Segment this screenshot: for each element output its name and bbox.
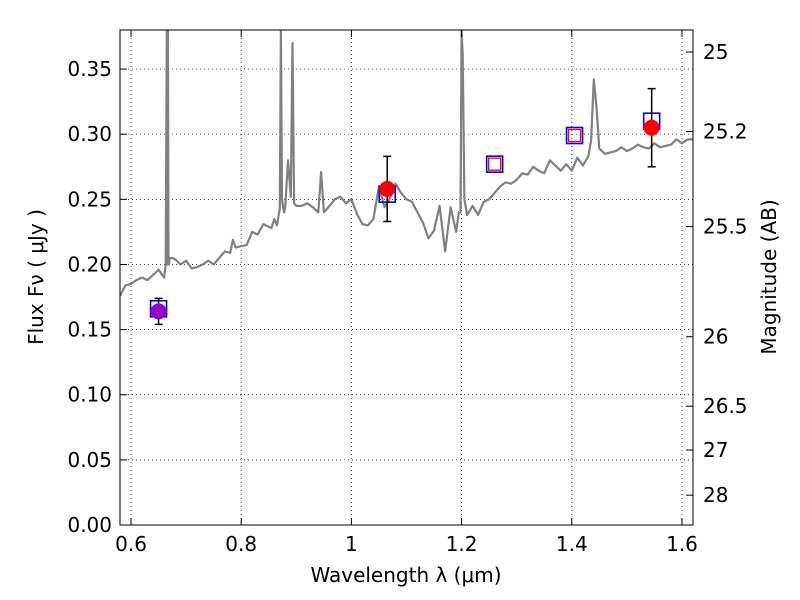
x-tick-label: 0.6 (115, 532, 147, 556)
observed-point (150, 303, 167, 320)
y-axis-label: Flux Fν ( μJy ) (24, 209, 48, 345)
right-tick-label: 26 (703, 325, 728, 349)
right-tick-label: 25.2 (703, 120, 748, 144)
marker-layer (149, 87, 661, 326)
observed-point (379, 180, 396, 197)
model-square-marker (565, 126, 584, 145)
right-tick-label: 27 (703, 438, 728, 462)
grid (120, 30, 693, 525)
plot-frame (119, 29, 694, 526)
spectrum-line (120, 30, 693, 297)
observed-point (567, 128, 582, 143)
y-tick-label: 0.05 (67, 448, 112, 472)
right-tick-label: 26.5 (703, 394, 748, 418)
y-tick-label: 0.30 (67, 122, 112, 146)
ticks: 0.6 0.8 1 1.2 1.4 1.6 0.00 0.05 0.10 0.15 0.20 0.25… (67, 30, 748, 556)
right-tick-label: 25 (703, 40, 728, 64)
x-tick-label: 1 (345, 532, 358, 556)
model-square-marker (485, 155, 504, 173)
x-tick-label: 1.2 (446, 532, 478, 556)
y-tick-label: 0.10 (67, 383, 112, 407)
plot-background (120, 30, 693, 525)
x-tick-label: 1.6 (666, 532, 698, 556)
x-tick-label: 0.8 (225, 532, 257, 556)
right-axis-label: Magnitude (AB) (757, 199, 781, 354)
x-tick-label: 1.4 (556, 532, 588, 556)
y-tick-label: 0.35 (67, 57, 112, 81)
observed-point (488, 157, 502, 171)
data-layer (120, 30, 693, 297)
y-tick-label: 0.25 (67, 187, 112, 211)
x-axis-label: Wavelength λ (μm) (310, 563, 501, 587)
right-tick-label: 28 (703, 483, 728, 507)
observed-point (643, 119, 660, 136)
y-tick-label: 0.00 (67, 513, 112, 537)
right-tick-label: 25.5 (703, 215, 748, 239)
y-tick-label: 0.20 (67, 252, 112, 276)
y-tick-label: 0.15 (67, 318, 112, 342)
